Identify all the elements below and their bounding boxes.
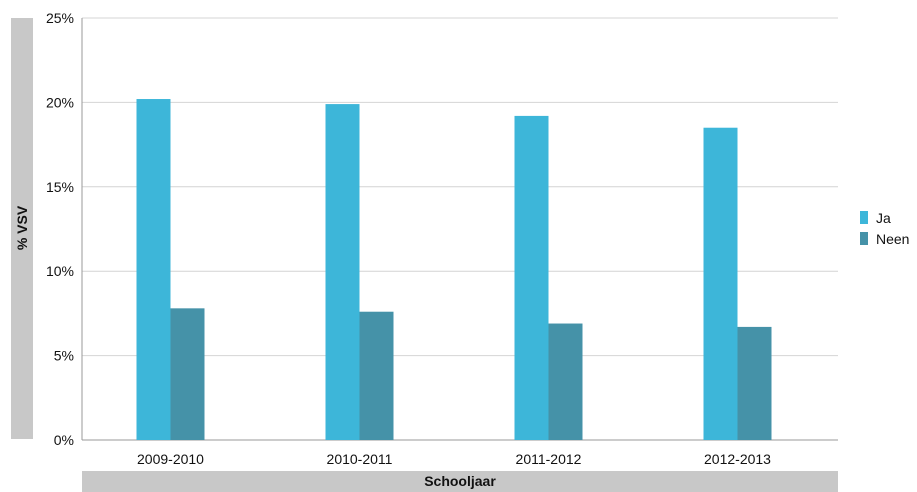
bar-ja-2012-2013: [703, 127, 738, 440]
x-tick-label: 2010-2011: [327, 451, 393, 467]
x-tick-label: 2011-2012: [516, 451, 582, 467]
y-tick-label: 15%: [46, 179, 74, 195]
bar-neen-2011-2012: [548, 323, 583, 440]
y-tick-label: 20%: [46, 94, 74, 110]
y-tick-label: 5%: [54, 348, 74, 364]
legend-swatch-ja: [860, 211, 868, 224]
bar-ja-2011-2012: [514, 115, 549, 441]
legend: Ja Neen: [860, 207, 909, 249]
y-tick-label: 0%: [54, 432, 74, 448]
x-tick-label: 2009-2010: [137, 451, 204, 467]
legend-label-neen: Neen: [876, 230, 910, 247]
legend-item-ja: Ja: [860, 207, 909, 228]
bar-neen-2012-2013: [737, 326, 772, 440]
x-axis-label-band: [82, 471, 838, 492]
bar-ja-2009-2010: [136, 99, 171, 441]
legend-label-ja: Ja: [876, 209, 891, 226]
x-axis-label: Schooljaar: [424, 473, 496, 489]
y-tick-label: 25%: [46, 10, 74, 26]
bar-neen-2009-2010: [170, 308, 205, 440]
y-tick-label: 10%: [46, 263, 74, 279]
x-tick-label: 2012-2013: [704, 451, 771, 467]
legend-item-neen: Neen: [860, 228, 909, 249]
y-axis-label-band: [11, 18, 33, 439]
bar-ja-2010-2011: [325, 104, 360, 440]
bar-neen-2010-2011: [359, 311, 394, 440]
legend-swatch-neen: [860, 232, 868, 245]
